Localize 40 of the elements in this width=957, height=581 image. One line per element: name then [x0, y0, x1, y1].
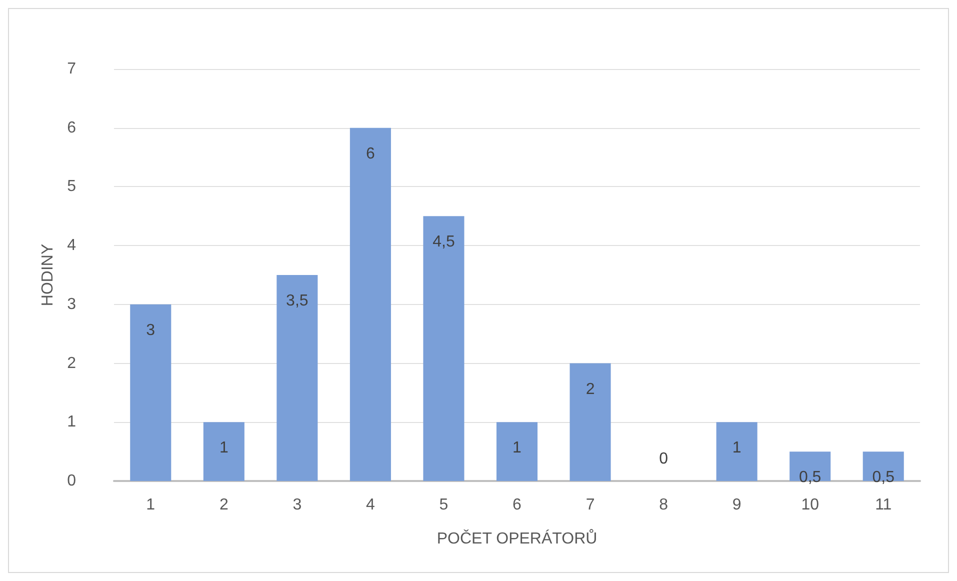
- y-tick-label: 6: [67, 119, 76, 136]
- data-label: 1: [732, 440, 742, 457]
- bar: [130, 304, 172, 481]
- x-tick-label: 2: [219, 496, 228, 514]
- y-axis-title: HODINY: [40, 244, 57, 306]
- y-tick-label: 7: [67, 60, 76, 78]
- data-label: 3: [146, 322, 156, 339]
- bar: [203, 422, 244, 481]
- x-tick-label: 3: [292, 496, 302, 514]
- y-tick-label: 5: [67, 178, 76, 196]
- data-label: 2: [586, 380, 595, 398]
- data-label: 6: [366, 145, 375, 162]
- data-label: 1: [219, 440, 228, 457]
- data-label: 0,5: [798, 469, 822, 486]
- bar: [570, 363, 611, 481]
- x-tick-label: 8: [659, 496, 668, 514]
- x-tick-label: 1: [146, 496, 156, 514]
- data-label: 3,5: [286, 292, 308, 310]
- y-tick-label: 0: [67, 472, 76, 490]
- bar: [423, 216, 464, 481]
- y-tick-label: 1: [67, 414, 76, 431]
- x-tick-label: 10: [801, 496, 820, 514]
- bar: [276, 275, 318, 481]
- bar: [496, 422, 538, 481]
- x-axis-title: POČET OPERÁTORŮ: [436, 528, 598, 548]
- x-tick-label: 9: [732, 496, 742, 514]
- data-label: 4,5: [432, 234, 455, 251]
- x-tick-label: 5: [439, 496, 448, 514]
- y-tick-label: 2: [67, 354, 76, 372]
- x-tick-label: 4: [366, 496, 375, 514]
- x-tick-label: 6: [512, 496, 522, 514]
- data-label: 1: [512, 440, 522, 457]
- bar: [716, 422, 758, 481]
- bar: [350, 128, 391, 481]
- x-tick-label: 11: [875, 496, 892, 514]
- data-label: 0: [659, 450, 668, 468]
- x-tick-label: 7: [586, 496, 595, 514]
- y-tick-label: 4: [67, 237, 76, 254]
- y-tick-label: 3: [67, 296, 76, 313]
- data-label: 0,5: [872, 469, 895, 486]
